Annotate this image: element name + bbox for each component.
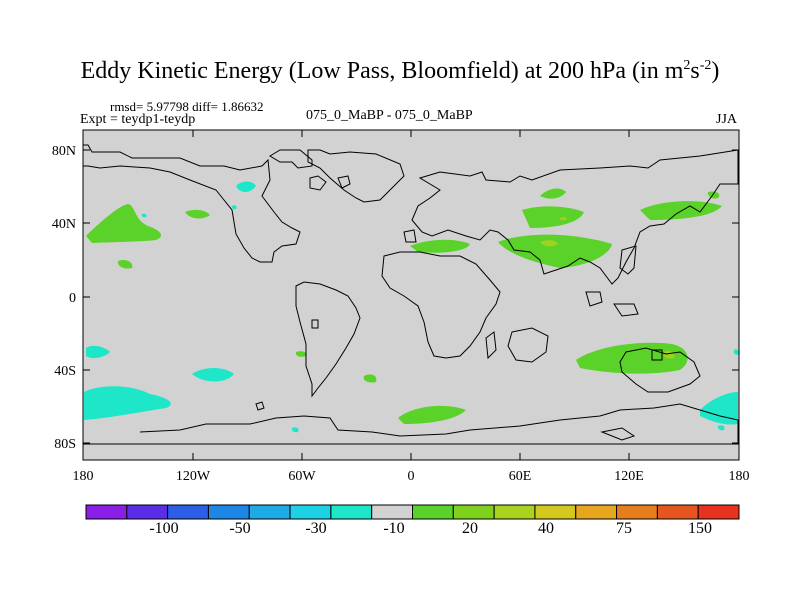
coastline-africa [381, 251, 501, 359]
colorbar-label: 75 [616, 520, 632, 537]
lat-label: 80S [54, 437, 76, 452]
coastline-greenland [307, 149, 405, 203]
coastline-antarctica [83, 403, 739, 445]
coastline-island [651, 349, 663, 361]
experiment-comparison-label: 075_0_MaBP - 075_0_MaBP [306, 108, 473, 123]
colorbar-swatch [697, 504, 740, 520]
colorbar-swatch [126, 504, 169, 520]
positive-anomaly-patch [540, 188, 566, 199]
negative-anomaly-patch [700, 392, 738, 425]
negative-anomaly-patch [733, 349, 739, 355]
positive-anomaly-patch [295, 351, 307, 357]
map-title: Eddy Kinetic Energy (Low Pass, Bloomfiel… [80, 58, 720, 84]
colorbar-swatch [289, 504, 332, 520]
lon-label: 60E [509, 469, 532, 484]
coastline-island [403, 229, 417, 243]
coastline-eurasia [411, 149, 739, 285]
colorbar-label: 40 [538, 520, 554, 537]
strong-anomaly-patch [559, 217, 567, 221]
positive-anomaly-patch [185, 209, 210, 219]
colorbar-label: -10 [383, 520, 404, 537]
colorbar-swatch [85, 504, 128, 520]
colorbar-label: -30 [305, 520, 326, 537]
lon-label: 120E [614, 469, 644, 484]
lon-label: 0 [408, 469, 415, 484]
coastline-island [507, 327, 549, 363]
negative-anomaly-patch [231, 205, 237, 210]
stats-text: rmsd= 5.97798 diff= 1.86632 [110, 99, 264, 114]
negative-anomaly-patch [84, 386, 171, 420]
colorbar-swatch [412, 504, 454, 520]
negative-anomaly-patch [236, 181, 256, 192]
lon-label: 180 [73, 469, 94, 484]
negative-anomaly-patch [141, 213, 147, 218]
positive-anomaly-patch [117, 259, 133, 269]
negative-anomaly-patch [192, 368, 234, 382]
positive-anomaly-patch [522, 206, 584, 228]
coastline-island [619, 245, 637, 275]
coastline-island [600, 427, 636, 441]
season-label: JJA [716, 112, 738, 127]
colorbar-swatch [207, 504, 250, 520]
coastline-australia [619, 347, 701, 393]
lat-label: 40S [54, 364, 76, 379]
axis-ticks [82, 130, 740, 460]
coastline-north-america [83, 144, 301, 263]
coastline-arctic-islands [337, 175, 351, 189]
positive-anomaly-patch [398, 405, 466, 424]
colorbar-label: -100 [149, 520, 178, 537]
coastline-island [613, 303, 639, 317]
colorbar-swatch [167, 504, 209, 520]
coastline-arctic-islands [269, 149, 313, 169]
coastline-island [311, 319, 319, 329]
coastline-arctic-islands [309, 175, 327, 191]
positive-anomaly-patch [363, 374, 377, 383]
positive-anomaly-patch [410, 239, 470, 253]
expt-label: Expt = teydp1-teydp [80, 112, 196, 127]
colorbar-swatch [493, 504, 536, 520]
colorbar-label: 20 [462, 520, 478, 537]
lat-label: 40N [52, 217, 76, 232]
lat-label: 80N [52, 144, 76, 159]
coastline-island [585, 291, 603, 307]
negative-anomaly-patch [86, 345, 110, 359]
coastline-south-america [295, 281, 361, 398]
positive-anomaly-patch [707, 191, 720, 199]
colorbar-swatch [616, 504, 658, 520]
coastline-island [255, 401, 265, 411]
lat-label: 0 [69, 291, 76, 306]
colorbar-swatch [656, 504, 699, 520]
colorbar-label: 150 [688, 520, 712, 537]
colorbar-swatch [248, 504, 291, 520]
colorbar-swatch [575, 504, 618, 520]
lon-label: 60W [288, 469, 316, 484]
strong-anomaly-patch [540, 240, 558, 247]
colorbar-label: -50 [229, 520, 250, 537]
colorbar-swatch [330, 504, 373, 520]
negative-anomaly-patch [291, 427, 299, 433]
lon-label: 120W [176, 469, 211, 484]
colorbar-swatch [371, 504, 414, 520]
colorbar [85, 504, 740, 520]
lon-label: 180 [729, 469, 750, 484]
positive-anomaly-patch [86, 204, 162, 243]
coastline-madagascar [485, 331, 497, 360]
negative-anomaly-patch [717, 425, 725, 431]
positive-anomaly-patch [640, 201, 722, 220]
colorbar-swatch [452, 504, 495, 520]
map-background [83, 130, 739, 460]
colorbar-swatch [534, 504, 577, 520]
coastlines [83, 144, 739, 445]
